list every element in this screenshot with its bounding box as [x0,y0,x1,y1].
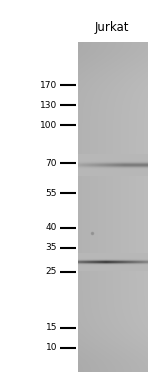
Text: 70: 70 [45,159,57,168]
Text: 35: 35 [45,244,57,252]
Text: 130: 130 [40,100,57,110]
Text: 100: 100 [40,120,57,129]
Text: 55: 55 [45,188,57,198]
Text: 40: 40 [46,223,57,232]
Text: 25: 25 [46,267,57,276]
Text: Jurkat: Jurkat [95,22,129,34]
Text: 15: 15 [45,323,57,332]
Text: 170: 170 [40,81,57,90]
Text: 10: 10 [45,344,57,352]
